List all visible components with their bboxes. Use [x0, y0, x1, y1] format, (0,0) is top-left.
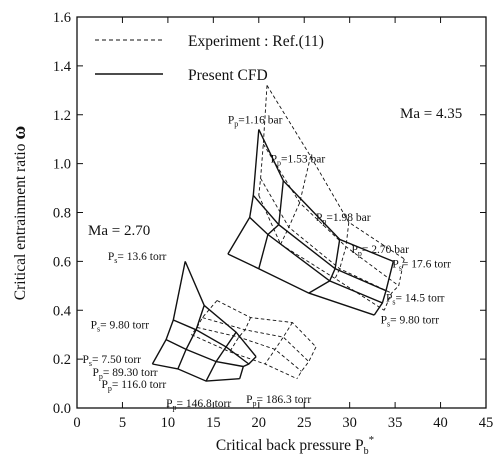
pressure-annotation-3: Pp= 2.70 bar: [352, 244, 410, 258]
y-tick-label: 1.0: [53, 157, 71, 173]
cfd-line-0: [258, 129, 394, 263]
x-tick-label: 0: [73, 415, 80, 431]
cfd-line-7: [373, 261, 394, 316]
cfd-line-15: [239, 356, 257, 379]
pressure-annotation-6: Ps= 9.80 torr: [381, 315, 440, 329]
cfd-line-10: [165, 338, 244, 368]
pressure-annotation-5: Ps= 14.5 torr: [386, 293, 445, 307]
pressure-annotation-1: Pp=1.53 bar: [271, 153, 326, 167]
cfd-line-5: [258, 180, 284, 269]
pressure-annotation-7: Ps= 13.6 torr: [108, 251, 167, 265]
experiment-line-30: [264, 322, 293, 365]
cfd-line-1: [252, 194, 387, 292]
pressure-annotation-2: Pp=1.98 bar: [316, 212, 371, 226]
cfd-line-11: [152, 363, 240, 382]
y-tick-label: 1.2: [53, 108, 71, 124]
cfd-line-13: [177, 305, 205, 370]
pressure-annotation-11: Pp= 116.0 torr: [102, 379, 167, 393]
experiment-line-28: [191, 300, 218, 335]
y-tick-label: 0.0: [53, 401, 71, 417]
y-tick-label: 0.8: [53, 206, 71, 222]
x-tick-label: 45: [479, 415, 494, 431]
x-tick-label: 40: [433, 415, 448, 431]
x-tick-label: 35: [388, 415, 403, 431]
cfd-line-8: [184, 261, 257, 358]
cfd-line-14: [205, 331, 237, 382]
cfd-line-3: [227, 253, 375, 316]
series-layer: [151, 85, 405, 382]
experiment-line-19: [258, 195, 385, 311]
cfd-line-2: [249, 216, 383, 304]
x-tick-label: 25: [297, 415, 312, 431]
y-tick-label: 1.4: [53, 59, 72, 75]
experiment-line-22: [334, 222, 350, 279]
x-axis-title: Critical back pressure Pb*: [216, 434, 374, 457]
x-tick-label: 30: [342, 415, 357, 431]
legend-label-cfd: Present CFD: [188, 67, 268, 84]
mach-label-low: Ma = 2.70: [88, 223, 150, 239]
annotations-layer: Pp=1.16 bar Pp=1.53 bar Pp=1.98 bar Pp= 2.7…: [83, 114, 452, 412]
pressure-annotation-0: Pp=1.16 bar: [228, 114, 283, 128]
x-tick-label: 5: [119, 415, 126, 431]
y-tick-label: 1.6: [53, 10, 71, 26]
x-tick-label: 15: [206, 415, 221, 431]
pressure-annotation-13: Pp= 186.3 torr: [246, 394, 311, 408]
y-tick-label: 0.6: [53, 254, 71, 270]
y-axis-title: Critical entrainment ratio ω: [9, 126, 30, 301]
mach-label-high: Ma = 4.35: [400, 106, 462, 122]
cfd-line-9: [173, 319, 250, 365]
experiment-line-18: [260, 178, 392, 294]
ticks-layer: 0 5 10 15 20 25 30 35 40 45 0.0 0.2 0.4 0.6 0.8 1.0 1.2 1…: [53, 10, 493, 431]
y-tick-label: 0.2: [53, 352, 71, 368]
pressure-annotation-10: Pp= 89.30 torr: [93, 367, 158, 381]
legend-label-experiment: Experiment : Ref.(11): [188, 33, 324, 50]
experiment-line-16: [266, 85, 405, 260]
cfd-line-4: [227, 129, 260, 255]
x-tick-label: 10: [161, 415, 176, 431]
experiment-line-23: [383, 258, 405, 311]
experiment-line-20: [258, 85, 268, 196]
experiment-line-26: [196, 326, 302, 372]
cfd-line-12: [151, 261, 186, 365]
plot-frame: [76, 16, 487, 409]
experiment-line-21: [280, 156, 312, 245]
pressure-annotation-9: Ps= 7.50 torr: [83, 354, 142, 368]
pressure-annotation-4: Ps= 17.6 torr: [392, 259, 451, 273]
experiment-line-31: [296, 346, 317, 379]
experiment-line-27: [191, 334, 298, 380]
y-tick-label: 0.4: [53, 303, 72, 319]
legend: Experiment : Ref.(11) Present CFD: [95, 33, 324, 84]
experiment-line-24: [216, 300, 317, 348]
x-tick-label: 20: [252, 415, 267, 431]
pressure-annotation-8: Ps= 9.80 torr: [91, 320, 150, 334]
pressure-annotation-12: Pp= 146.8 torr: [166, 398, 231, 412]
cfd-line-6: [308, 239, 341, 294]
experiment-line-29: [229, 317, 252, 353]
